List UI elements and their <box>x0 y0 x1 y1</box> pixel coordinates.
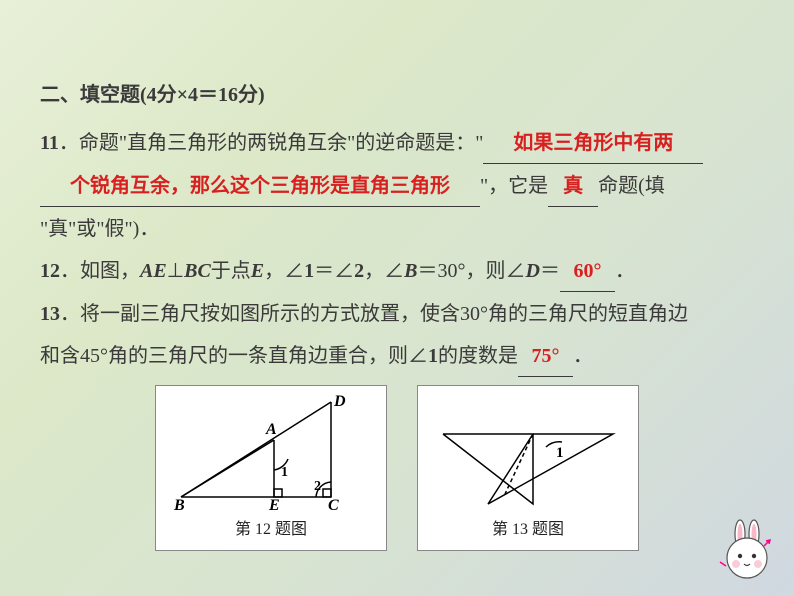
q12-bc: BC <box>184 260 211 282</box>
fig12-B: B <box>173 497 185 512</box>
question-13-line2: 和含45°角的三角尺的一条直角边重合，则∠1的度数是 75° ． <box>40 336 754 377</box>
q13-num: 13 <box>40 303 60 325</box>
question-13: 13．将一副三角尺按如图所示的方式放置，使含30°角的三角尺的短直角边 <box>40 294 754 334</box>
q12-td: ，∠ <box>364 260 404 282</box>
page-content: 二、填空题(4分×4＝16分) 11．命题"直角三角形的两锐角互余"的逆命题是：… <box>0 0 794 571</box>
figure-13-svg: 1 <box>428 392 628 512</box>
question-11-line2: 个锐角互余，那么这个三角形是直角三角形 "，它是真命题(填 <box>40 166 754 207</box>
fig12-E: E <box>268 497 280 512</box>
q11-text-b: "，它是 <box>480 175 548 197</box>
q11-text-a: ．命题"直角三角形的两锐角互余"的逆命题是：" <box>59 132 484 154</box>
fig12-D: D <box>333 393 346 410</box>
q12-tc: ，∠ <box>264 260 304 282</box>
q12-tb: 于点 <box>211 260 251 282</box>
q11-text-d: "真"或"假")． <box>40 218 159 240</box>
fig12-angle1: 1 <box>281 465 288 480</box>
bunny-icon <box>712 516 782 586</box>
q13-tb: 和含45°角的三角尺的一条直角边重合，则∠ <box>40 345 428 367</box>
q12-te: ，则∠ <box>465 260 525 282</box>
q11-ans1: 如果三角形中有两 <box>513 132 673 154</box>
fig12-C: C <box>328 497 339 512</box>
fig12-A: A <box>265 421 277 438</box>
q12-1: 1 <box>304 260 314 282</box>
question-11-line3: "真"或"假")． <box>40 209 754 249</box>
figure-12-svg: D A B E C 1 2 <box>166 392 376 512</box>
question-11: 11．命题"直角三角形的两锐角互余"的逆命题是：" 如果三角形中有两 <box>40 123 754 164</box>
figures-row: D A B E C 1 2 第 12 题图 <box>40 385 754 551</box>
q11-ans3: 真 <box>563 175 583 197</box>
q12-b: B <box>404 260 417 282</box>
fig12-angle2: 2 <box>314 479 321 494</box>
q13-tc: 的度数是 <box>438 345 518 367</box>
figure-13: 1 第 13 题图 <box>417 385 639 551</box>
q13-period: ． <box>573 345 593 367</box>
fig13-caption: 第 13 题图 <box>492 514 564 546</box>
q11-blank-1: 如果三角形中有两 <box>483 123 703 164</box>
q11-text-c: 命题(填 <box>598 175 665 197</box>
q11-num: 11 <box>40 132 59 154</box>
section-header: 二、填空题(4分×4＝16分) <box>40 75 754 115</box>
fig13-angle1: 1 <box>556 445 564 461</box>
q11-blank-2: 个锐角互余，那么这个三角形是直角三角形 <box>40 166 480 207</box>
q12-num: 12 <box>40 260 60 282</box>
q12-ta: ．如图， <box>60 260 140 282</box>
q12-eq: ＝ <box>540 260 560 282</box>
q12-eq30: ＝30° <box>417 260 465 282</box>
q12-2: 2 <box>354 260 364 282</box>
q12-eq1: ＝∠ <box>314 260 354 282</box>
q12-ae: AE <box>140 260 167 282</box>
q12-perp: ⊥ <box>167 260 184 282</box>
q13-blank: 75° <box>518 336 573 377</box>
fig12-caption: 第 12 题图 <box>235 514 307 546</box>
q11-ans2: 个锐角互余，那么这个三角形是直角三角形 <box>70 175 450 197</box>
q13-1: 1 <box>428 345 438 367</box>
q11-blank-3: 真 <box>548 166 598 207</box>
q13-ta: ．将一副三角尺按如图所示的方式放置，使含30°角的三角尺的短直角边 <box>60 303 688 325</box>
q12-period: ． <box>615 260 635 282</box>
q12-d: D <box>525 260 539 282</box>
q12-ans: 60° <box>573 260 601 282</box>
q12-e: E <box>251 260 264 282</box>
figure-12: D A B E C 1 2 第 12 题图 <box>155 385 387 551</box>
q13-ans: 75° <box>532 345 560 367</box>
question-12: 12．如图，AE⊥BC于点E，∠1＝∠2，∠B＝30°，则∠D＝60°． <box>40 251 754 292</box>
q12-blank: 60° <box>560 251 615 292</box>
